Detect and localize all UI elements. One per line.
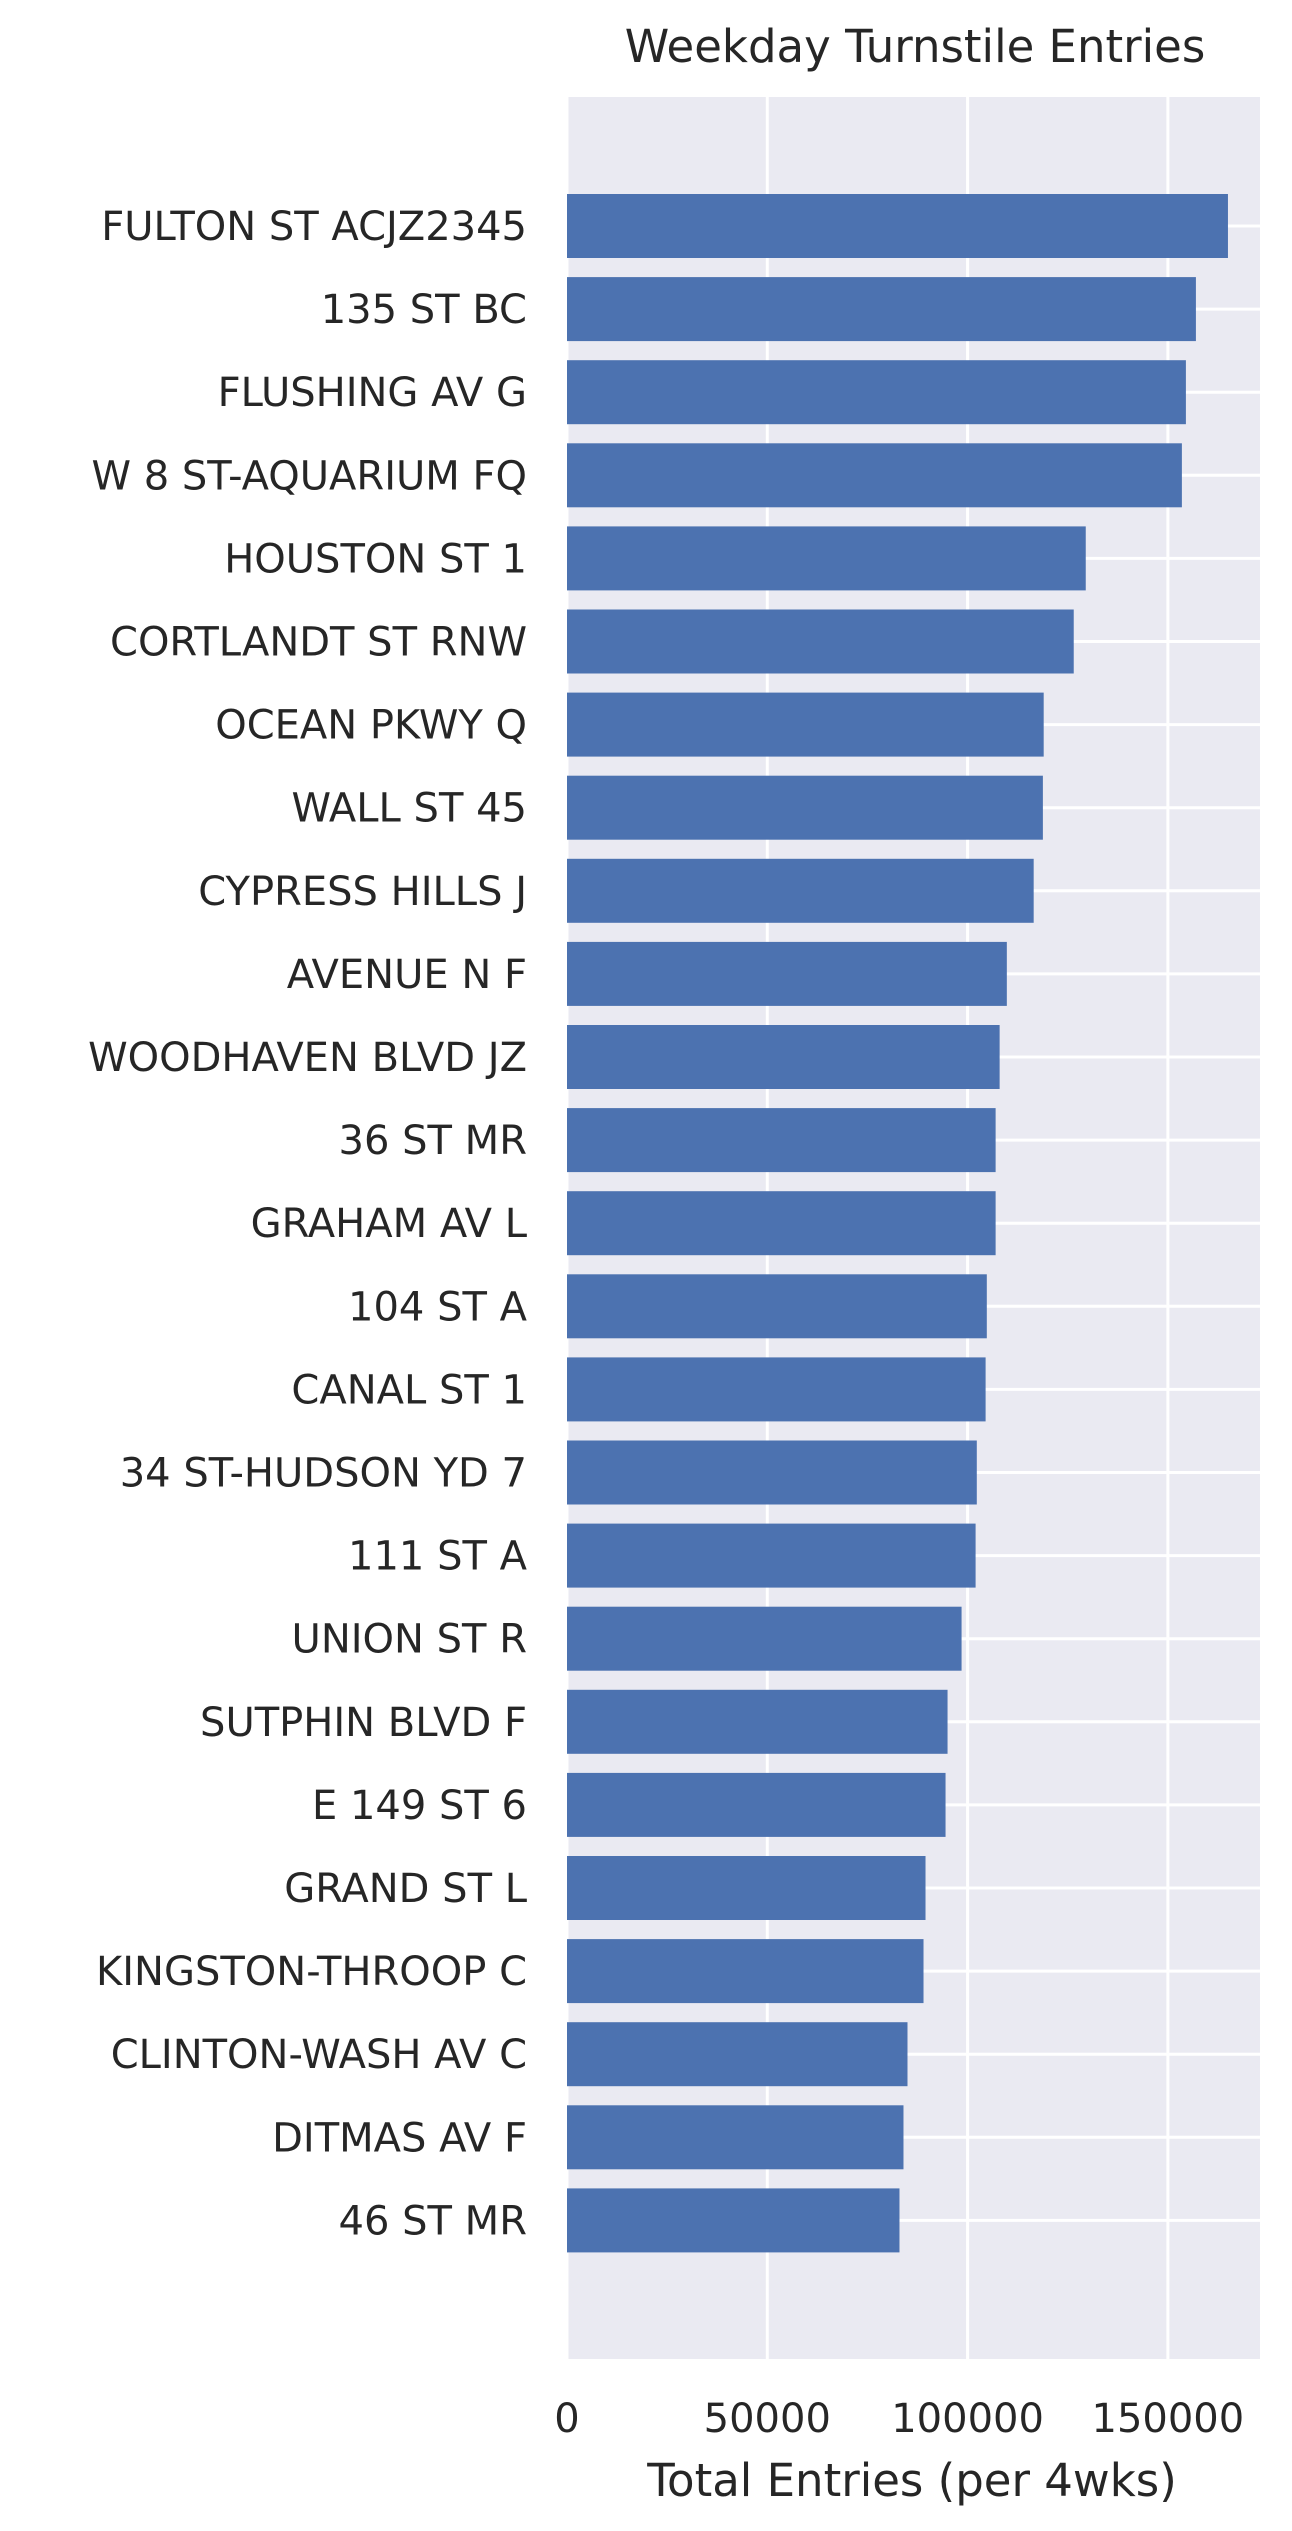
chart-title: Weekday Turnstile Entries	[625, 20, 1206, 73]
category-label: OCEAN PKWY Q	[215, 703, 527, 749]
bars	[567, 194, 1228, 2253]
bar	[567, 1689, 948, 1754]
category-label: 111 ST A	[348, 1534, 528, 1580]
x-tick-label: 50000	[704, 2396, 831, 2442]
bar	[567, 1025, 1000, 1089]
category-label: HOUSTON ST 1	[224, 536, 527, 582]
bar	[567, 1440, 977, 1505]
bar	[567, 2022, 908, 2087]
bar	[567, 194, 1228, 258]
bar	[567, 1606, 962, 1671]
category-label: WALL ST 45	[292, 786, 527, 832]
bar	[567, 941, 1007, 1006]
category-label: GRAND ST L	[284, 1866, 528, 1912]
x-tick-labels: 0 50000 100000 150000	[554, 2396, 1244, 2442]
category-label: 104 ST A	[348, 1284, 528, 1330]
category-label: 34 ST-HUDSON YD 7	[120, 1451, 527, 1497]
bar	[567, 360, 1186, 425]
category-label: 135 ST BC	[321, 287, 527, 333]
bar	[567, 526, 1086, 591]
bar	[567, 858, 1034, 923]
bar	[567, 1939, 924, 2004]
bar	[567, 2105, 904, 2170]
x-tick-label: 100000	[891, 2396, 1044, 2442]
category-label: FULTON ST ACJZ2345	[101, 204, 527, 250]
category-label: GRAHAM AV L	[251, 1201, 528, 1247]
category-label: 36 ST MR	[339, 1118, 527, 1164]
category-label: WOODHAVEN BLVD JZ	[88, 1035, 527, 1081]
category-label: CYPRESS HILLS J	[198, 869, 527, 915]
bar	[567, 1772, 946, 1837]
category-label: CORTLANDT ST RNW	[110, 620, 527, 666]
x-tick-label: 150000	[1092, 2396, 1245, 2442]
category-label: KINGSTON-THROOP C	[96, 1949, 527, 1995]
bar	[567, 1523, 976, 1588]
category-labels: FULTON ST ACJZ2345 135 ST BC FLUSHING AV G…	[88, 204, 528, 2244]
category-label: 46 ST MR	[339, 2198, 527, 2244]
bar	[567, 1108, 996, 1173]
bar	[567, 277, 1196, 342]
bar	[567, 443, 1182, 508]
bar	[567, 692, 1044, 757]
x-tick-label: 0	[554, 2396, 579, 2442]
bar	[567, 1357, 986, 1422]
category-label: DITMAS AV F	[272, 2115, 527, 2161]
category-label: FLUSHING AV G	[218, 370, 527, 416]
category-label: W 8 ST-AQUARIUM FQ	[91, 453, 527, 499]
category-label: SUTPHIN BLVD F	[200, 1700, 527, 1746]
category-label: E 149 ST 6	[312, 1783, 527, 1829]
category-label: CANAL ST 1	[291, 1367, 527, 1413]
bar	[567, 2188, 900, 2253]
bar	[567, 609, 1074, 674]
category-label: CLINTON-WASH AV C	[111, 2032, 527, 2078]
bar	[567, 1191, 996, 1256]
category-label: AVENUE N F	[287, 952, 527, 998]
bar	[567, 1856, 926, 1920]
bar	[567, 775, 1043, 840]
x-axis-label: Total Entries (per 4wks)	[646, 2454, 1177, 2507]
category-label: UNION ST R	[292, 1617, 527, 1663]
bar	[567, 1274, 987, 1339]
